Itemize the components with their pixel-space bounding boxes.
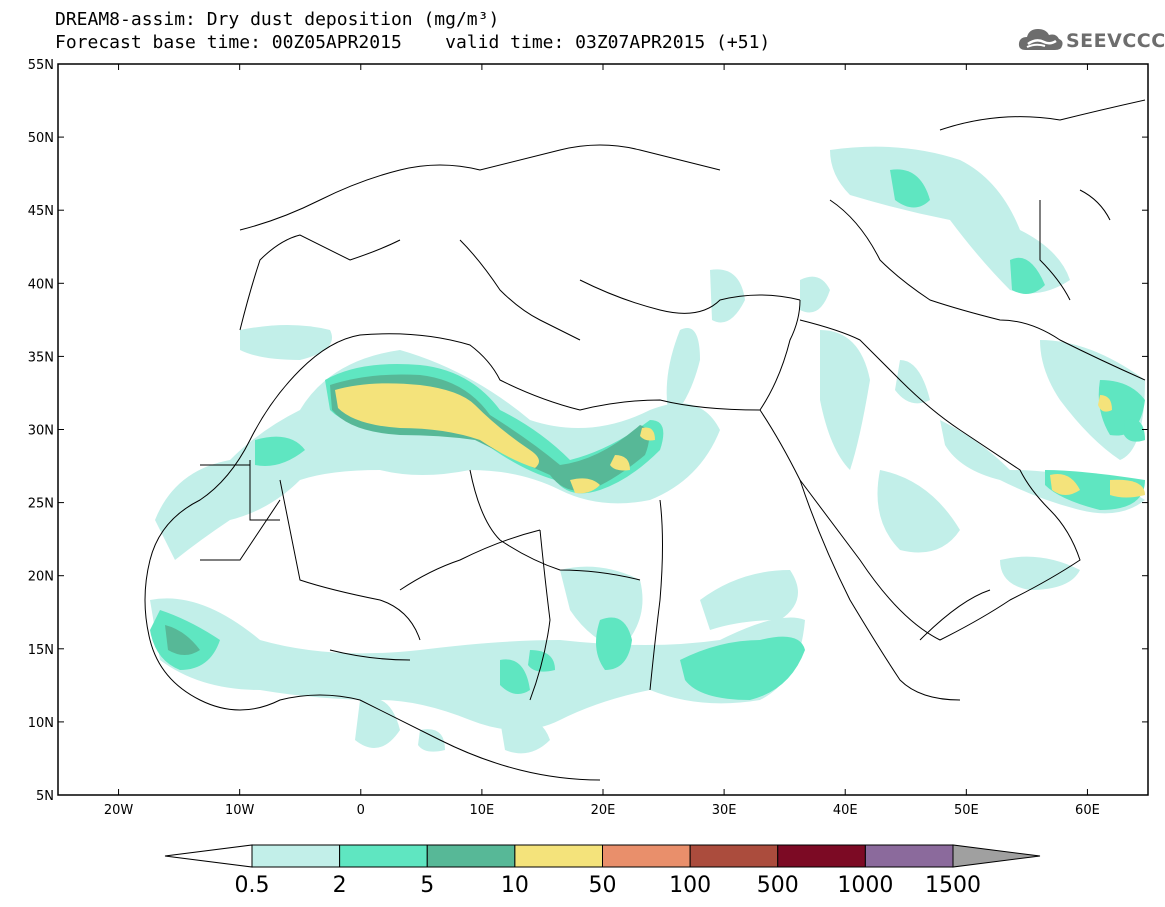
lat-tick-label: 25N: [28, 497, 54, 512]
lat-tick-label: 10N: [28, 716, 54, 731]
colorbar-min-arrow: [164, 844, 253, 868]
lat-tick-label: 5N: [36, 789, 54, 804]
colorbar-swatch: [514, 844, 603, 868]
colorbar-swatch: [864, 844, 954, 868]
dust-deposition-field: [150, 146, 1145, 754]
cloud-icon: [1018, 29, 1063, 50]
lon-tick-label: 20W: [104, 803, 134, 818]
lon-tick-label: 10W: [225, 803, 255, 818]
colorbar-swatch: [602, 844, 691, 868]
lat-tick-label: 20N: [28, 570, 54, 585]
lon-tick-label: 30E: [712, 803, 737, 818]
colorbar-label: 10: [501, 873, 529, 898]
colorbar-label: 500: [757, 873, 799, 898]
colorbar-label: 50: [589, 873, 617, 898]
lat-tick-label: 30N: [28, 424, 54, 439]
colorbar-swatch: [689, 844, 779, 868]
latitude-axis: 55N 50N 45N 40N 35N 30N 25N 20N 15N 10N 5N: [28, 58, 1148, 804]
coastlines-borders: [144, 99, 1146, 781]
colorbar-swatch: [426, 844, 516, 868]
lon-tick-label: 20E: [591, 803, 616, 818]
lon-tick-label: 50E: [954, 803, 979, 818]
lon-tick-label: 10E: [470, 803, 495, 818]
level-10-areas: [335, 383, 1145, 498]
colorbar-label: 0.5: [235, 873, 270, 898]
colorbar-label: 1000: [837, 873, 893, 898]
lat-tick-label: 45N: [28, 204, 54, 219]
lat-tick-label: 50N: [28, 131, 54, 146]
colorbar-swatch: [339, 844, 428, 868]
colorbar-label: 1500: [925, 873, 981, 898]
logo-text: SEEVCCC: [1066, 30, 1165, 52]
colorbar-swatch: [251, 844, 341, 868]
colorbar: 0.5 2 5 10 50 100 500 1000 1500: [164, 844, 1041, 898]
seevccc-logo: SEEVCCC: [1018, 22, 1165, 58]
lon-tick-label: 0: [357, 803, 365, 818]
colorbar-label: 2: [333, 873, 347, 898]
colorbar-swatch: [777, 844, 866, 868]
lat-tick-label: 55N: [28, 58, 54, 73]
colorbar-max-arrow: [952, 844, 1041, 868]
lon-tick-label: 60E: [1075, 803, 1100, 818]
colorbar-label: 5: [420, 873, 434, 898]
colorbar-label: 100: [669, 873, 711, 898]
lat-tick-label: 40N: [28, 277, 54, 292]
map-title: DREAM8-assim: Dry dust deposition (mg/m³…: [55, 9, 500, 30]
longitude-axis: 20W 10W 0 10E 20E 30E 40E 50E 60E: [104, 64, 1100, 818]
forecast-times: Forecast base time: 00Z05APR2015 valid t…: [55, 32, 771, 53]
level-05-areas: [150, 146, 1145, 754]
lon-tick-label: 40E: [833, 803, 858, 818]
lat-tick-label: 15N: [28, 643, 54, 658]
lat-tick-label: 35N: [28, 350, 54, 365]
